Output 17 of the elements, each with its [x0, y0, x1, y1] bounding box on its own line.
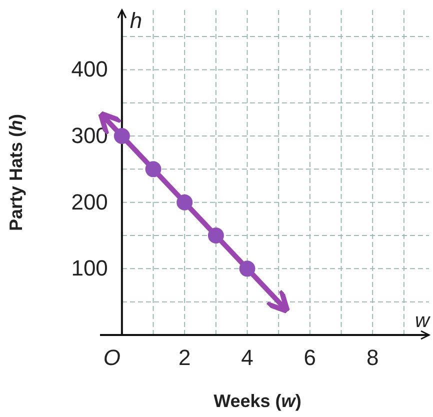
x-tick-label: 8 [366, 345, 379, 370]
annotation: w [415, 310, 431, 332]
x-tick-label: 6 [304, 345, 316, 370]
point [114, 128, 130, 144]
point [208, 228, 224, 244]
point [145, 161, 162, 178]
y-tick-label: 100 [71, 256, 108, 281]
point [239, 260, 256, 277]
x-axis-title: Weeks (w) [214, 391, 302, 411]
y-tick-label: 200 [71, 189, 108, 214]
annotation: h [130, 8, 142, 33]
x-tick-label: 4 [241, 345, 254, 370]
x-tick-label: 2 [178, 345, 191, 370]
y-tick-label: 400 [71, 56, 108, 82]
y-axis-title: Party Hats (h) [6, 114, 26, 232]
point [176, 194, 193, 210]
x-tick-label: O [103, 345, 120, 370]
